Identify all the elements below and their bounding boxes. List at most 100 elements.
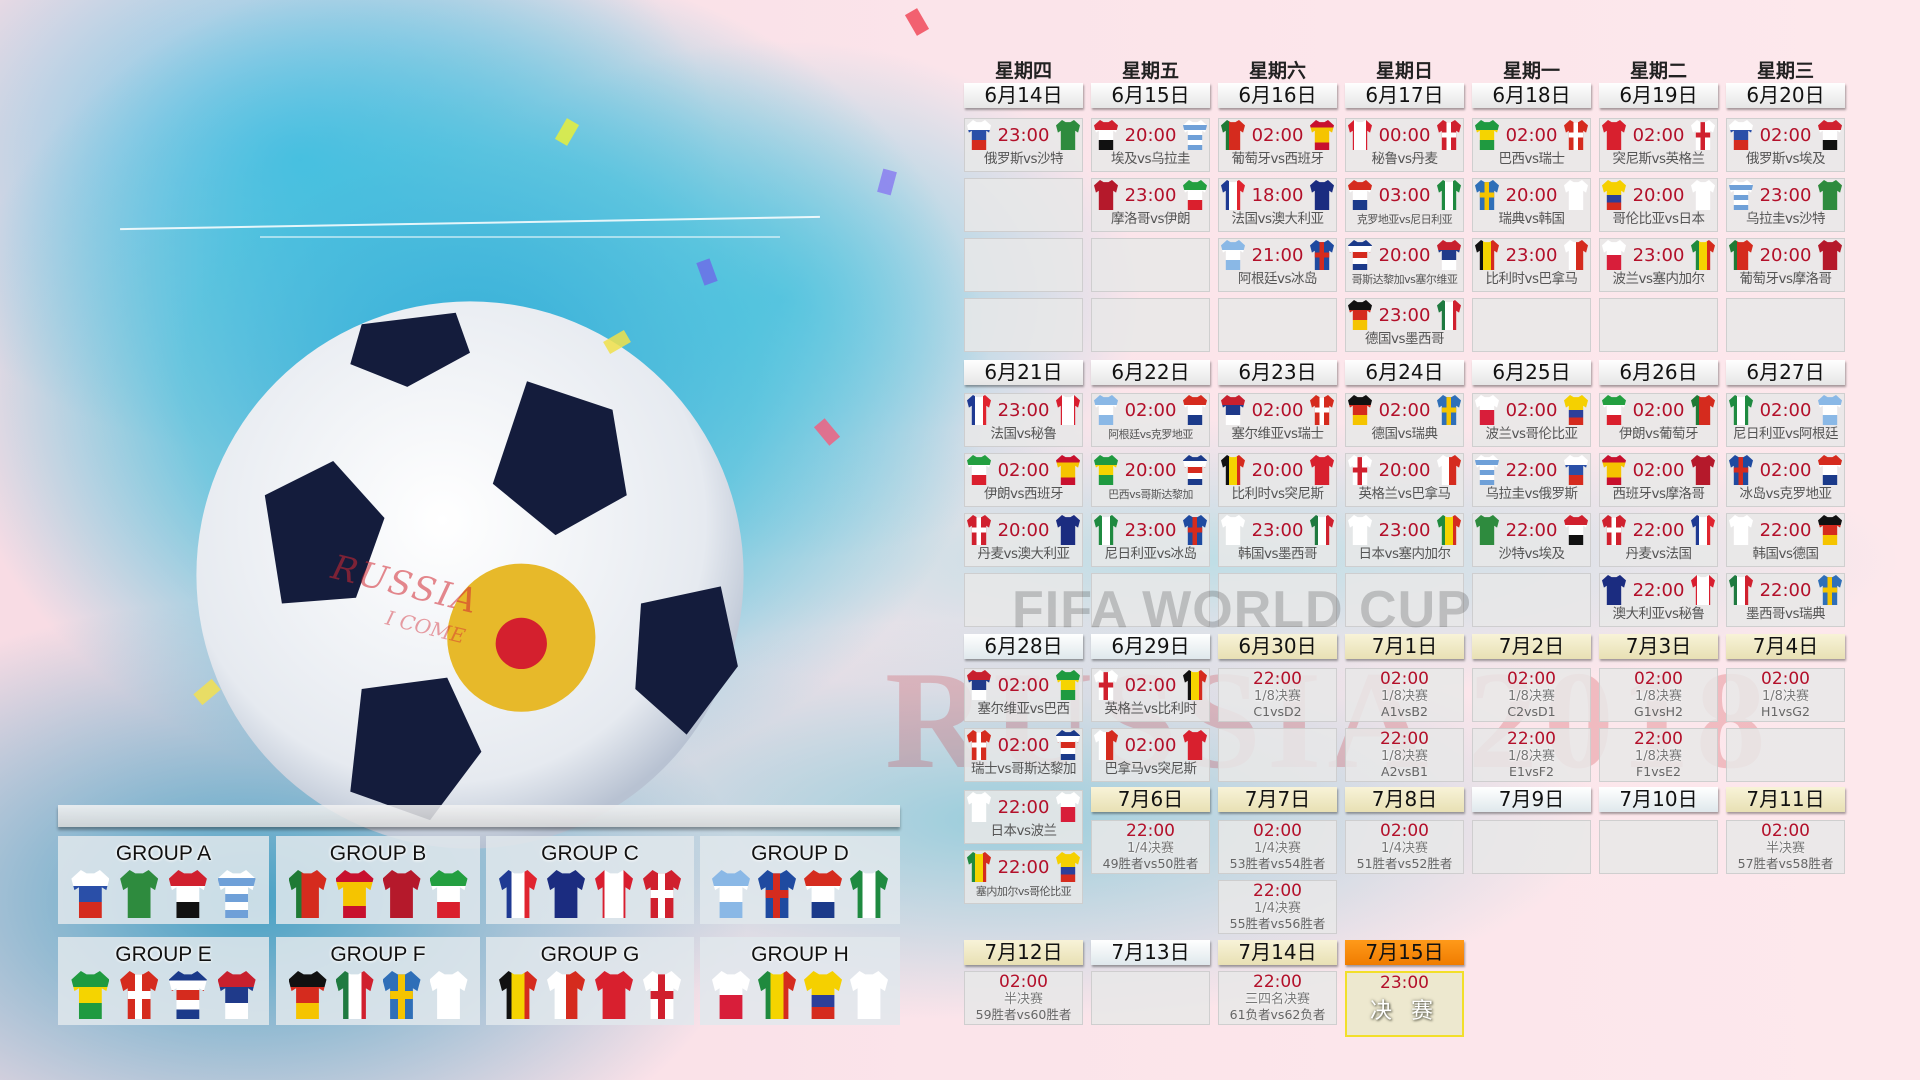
match-cell[interactable]: 02:00 伊朗vs西班牙	[964, 453, 1083, 507]
match-cell[interactable]: 23:00 比利时vs巴拿马	[1472, 238, 1591, 292]
match-cell[interactable]: 02:00 突尼斯vs英格兰	[1599, 118, 1718, 172]
match-time: 02:00	[1507, 669, 1556, 689]
match-cell[interactable]: 22:00 澳大利亚vs秘鲁	[1599, 573, 1718, 627]
jersey-icon	[499, 971, 537, 1019]
match-cell[interactable]: 02:00 俄罗斯vs埃及	[1726, 118, 1845, 172]
empty-cell	[1091, 573, 1210, 627]
match-cell[interactable]: 23:00 法国vs秘鲁	[964, 393, 1083, 447]
home-jersey-icon	[1348, 300, 1372, 330]
match-label: 丹麦vs法国	[1625, 546, 1692, 562]
match-cell[interactable]: 02:00 冰岛vs克罗地亚	[1726, 453, 1845, 507]
match-cell[interactable]: 02:00 波兰vs哥伦比亚	[1472, 393, 1591, 447]
date-header: 6月15日	[1091, 83, 1210, 108]
match-cell[interactable]: 22:00 1/4决赛 49胜者vs50胜者	[1091, 820, 1210, 874]
match-cell[interactable]: 02:00 尼日利亚vs阿根廷	[1726, 393, 1845, 447]
match-cell[interactable]: 02:00 伊朗vs葡萄牙	[1599, 393, 1718, 447]
match-label: 德国vs瑞典	[1371, 426, 1438, 442]
match-cell[interactable]: 23:00 波兰vs塞内加尔	[1599, 238, 1718, 292]
match-label: 瑞士vs哥斯达黎加	[970, 761, 1077, 777]
match-cell[interactable]: 22:00 1/8决赛 E1vsF2	[1472, 728, 1591, 782]
match-cell[interactable]: 23:00 摩洛哥vs伊朗	[1091, 178, 1210, 232]
match-label: 塞尔维亚vs巴西	[977, 701, 1070, 717]
match-cell[interactable]: 00:00 秘鲁vs丹麦	[1345, 118, 1464, 172]
date-header: 6月30日	[1218, 634, 1337, 659]
match-cell[interactable]: 22:00 1/8决赛 F1vsE2	[1599, 728, 1718, 782]
match-cell[interactable]: 22:00 乌拉圭vs俄罗斯	[1472, 453, 1591, 507]
match-cell[interactable]: 02:00 1/8决赛 G1vsH2	[1599, 668, 1718, 722]
match-cell[interactable]: 23:00 尼日利亚vs冰岛	[1091, 513, 1210, 567]
match-cell[interactable]: 18:00 法国vs澳大利亚	[1218, 178, 1337, 232]
match-teams: 21:00	[1219, 239, 1336, 271]
home-jersey-icon	[1602, 395, 1626, 425]
match-cell[interactable]: 22:00 三四名决赛 61负者vs62负者	[1218, 971, 1337, 1025]
match-cell[interactable]: 22:00 1/8决赛 A2vsB1	[1345, 728, 1464, 782]
match-cell[interactable]: 22:00 韩国vs德国	[1726, 513, 1845, 567]
match-cell[interactable]: 02:00 巴西vs瑞士	[1472, 118, 1591, 172]
match-cell[interactable]: 23:00 德国vs墨西哥	[1345, 298, 1464, 352]
match-teams: 02:00	[1727, 394, 1844, 426]
match-cell[interactable]: 20:00 葡萄牙vs摩洛哥	[1726, 238, 1845, 292]
match-cell[interactable]: 02:00 1/8决赛 C2vsD1	[1472, 668, 1591, 722]
match-cell[interactable]: 02:00 半决赛 57胜者vs58胜者	[1726, 820, 1845, 874]
match-cell[interactable]: 20:00 瑞典vs韩国	[1472, 178, 1591, 232]
match-teams: 20:00	[1092, 454, 1209, 486]
match-cell[interactable]: 20:00 比利时vs突尼斯	[1218, 453, 1337, 507]
match-time: 20:00	[1378, 459, 1431, 481]
match-cell[interactable]: 22:00 墨西哥vs瑞典	[1726, 573, 1845, 627]
match-cell[interactable]: 02:00 德国vs瑞典	[1345, 393, 1464, 447]
match-cell[interactable]: 02:00 半决赛 59胜者vs60胜者	[964, 971, 1083, 1025]
empty-cell	[1599, 820, 1718, 874]
match-time: 23:00	[1124, 184, 1177, 206]
match-cell[interactable]: 20:00 巴西vs哥斯达黎加	[1091, 453, 1210, 507]
match-cell[interactable]: 22:00 沙特vs埃及	[1472, 513, 1591, 567]
match-cell[interactable]: 02:00 1/4决赛 53胜者vs54胜者	[1218, 820, 1337, 874]
match-cell[interactable]: 02:00 西班牙vs摩洛哥	[1599, 453, 1718, 507]
group-jerseys	[486, 866, 694, 918]
match-cell[interactable]: 03:00 克罗地亚vs尼日利亚	[1345, 178, 1464, 232]
empty-cell	[1472, 573, 1591, 627]
jersey-icon	[71, 971, 110, 1019]
match-cell[interactable]: 20:00 哥伦比亚vs日本	[1599, 178, 1718, 232]
match-cell[interactable]: 23:00 韩国vs墨西哥	[1218, 513, 1337, 567]
date-header: 7月2日	[1472, 634, 1591, 659]
match-cell[interactable]: 22:00 1/4决赛 55胜者vs56胜者	[1218, 880, 1337, 934]
match-cell[interactable]: 02:00 葡萄牙vs西班牙	[1218, 118, 1337, 172]
match-cell[interactable]: 20:00 英格兰vs巴拿马	[1345, 453, 1464, 507]
knockout-match: 22:00 1/8决赛 F1vsE2	[1600, 729, 1717, 780]
match-cell[interactable]: 20:00 哥斯达黎加vs塞尔维亚	[1345, 238, 1464, 292]
match-cell[interactable]: 02:00 1/8决赛 A1vsB2	[1345, 668, 1464, 722]
jersey-icon	[499, 870, 537, 918]
away-jersey-icon	[1818, 240, 1842, 270]
match-cell[interactable]: 23:00 日本vs塞内加尔	[1345, 513, 1464, 567]
match-cell[interactable]: 02:00 1/4决赛 51胜者vs52胜者	[1345, 820, 1464, 874]
away-jersey-icon	[1437, 455, 1461, 485]
match-cell[interactable]: 23:00 俄罗斯vs沙特	[964, 118, 1083, 172]
match-time: 20:00	[1124, 459, 1177, 481]
match-time: 22:00	[1126, 821, 1175, 841]
match-cell[interactable]: 23:00 决 赛	[1345, 971, 1464, 1037]
match-cell[interactable]: 02:00 巴拿马vs突尼斯	[1091, 728, 1210, 782]
match-cell[interactable]: 22:00 丹麦vs法国	[1599, 513, 1718, 567]
match-cell[interactable]: 02:00 1/8决赛 H1vsG2	[1726, 668, 1845, 722]
match-cell[interactable]: 23:00 乌拉圭vs沙特	[1726, 178, 1845, 232]
group-jerseys	[58, 967, 269, 1019]
match-cell[interactable]: 20:00 丹麦vs澳大利亚	[964, 513, 1083, 567]
match-cell[interactable]: 21:00 阿根廷vs冰岛	[1218, 238, 1337, 292]
match-teams: 02:00	[965, 669, 1082, 701]
match-cell[interactable]: 20:00 埃及vs乌拉圭	[1091, 118, 1210, 172]
match-cell[interactable]: 02:00 塞尔维亚vs巴西	[964, 668, 1083, 722]
jersey-icon	[758, 971, 796, 1019]
match-cell[interactable]: 02:00 瑞士vs哥斯达黎加	[964, 728, 1083, 782]
match-cell[interactable]: 02:00 英格兰vs比利时	[1091, 668, 1210, 722]
jersey-icon	[382, 971, 421, 1019]
match-cell[interactable]: 02:00 阿根廷vs克罗地亚	[1091, 393, 1210, 447]
match-cell[interactable]: 22:00 1/8决赛 C1vsD2	[1218, 668, 1337, 722]
match-label: 墨西哥vs瑞典	[1745, 606, 1826, 622]
away-jersey-icon	[1818, 575, 1842, 605]
match-cell[interactable]: 22:00 日本vs波兰	[964, 790, 1083, 844]
match-cell[interactable]: 22:00 塞内加尔vs哥伦比亚	[964, 850, 1083, 904]
home-jersey-icon	[1348, 455, 1372, 485]
match-cell[interactable]: 02:00 塞尔维亚vs瑞士	[1218, 393, 1337, 447]
jersey-icon	[804, 971, 842, 1019]
match-label: 伊朗vs葡萄牙	[1618, 426, 1699, 442]
